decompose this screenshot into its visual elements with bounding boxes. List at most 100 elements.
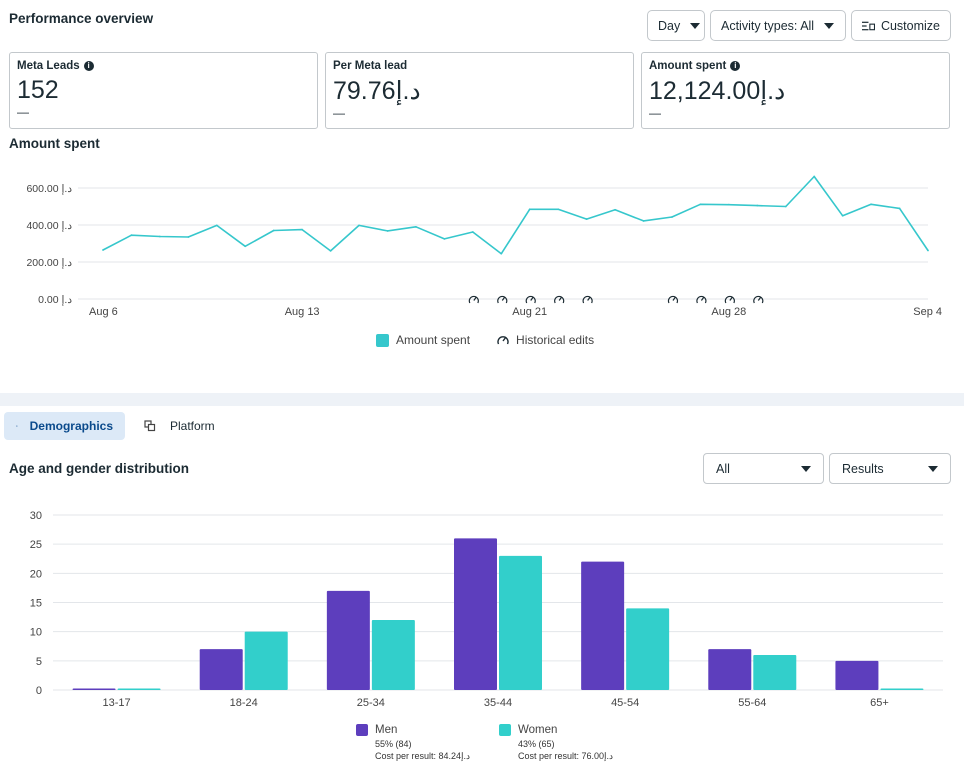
- legend-women-share: 43% (65): [518, 739, 555, 749]
- age-gender-title: Age and gender distribution: [9, 461, 190, 476]
- historical-edit-icon-needle: [473, 296, 477, 301]
- historical-edit-icon-arc: [667, 295, 679, 304]
- day-dropdown[interactable]: Day: [647, 10, 705, 41]
- platform-icon: [144, 420, 156, 432]
- bar-women: [117, 688, 161, 690]
- historical-edit-icon-arc: [753, 295, 764, 304]
- historical-edit-icon-needle: [558, 296, 563, 301]
- metric-label: Amount spent: [649, 60, 727, 72]
- gender-filter-value: All: [716, 461, 730, 476]
- y-tick-label: 15: [30, 598, 42, 610]
- data-point: [756, 204, 759, 207]
- bar-women: [626, 608, 670, 690]
- data-point: [415, 225, 417, 228]
- people-icon: [16, 425, 18, 427]
- line-chart-legend: Amount spent Historical edits: [376, 333, 594, 347]
- data-point: [699, 203, 702, 206]
- chevron-down-icon: [690, 22, 701, 29]
- bar-men: [326, 590, 370, 690]
- y-tick-label: 20: [30, 568, 42, 580]
- metric-comparison: —: [649, 106, 661, 120]
- data-point: [358, 224, 360, 227]
- historical-edit-icon: [525, 295, 536, 304]
- historical-edit-icon: [724, 295, 735, 304]
- bar-men: [581, 561, 625, 690]
- amount-spent-series-line: [102, 175, 929, 255]
- info-icon[interactable]: i: [730, 61, 741, 71]
- historical-edit-icon-arc: [724, 295, 735, 304]
- metric-dropdown[interactable]: Results: [829, 453, 951, 484]
- historical-edits-icon: [497, 336, 509, 345]
- y-tick-label: 0.00 د.إ: [38, 294, 72, 306]
- page-title: Performance overview: [9, 11, 154, 26]
- tab-demographics-label: Demographics: [29, 419, 113, 433]
- historical-edit-icon: [696, 295, 707, 304]
- metric-dropdown-value: Results: [842, 461, 884, 476]
- y-tick-label: 200.00 د.إ: [26, 257, 72, 269]
- bar-women: [499, 555, 542, 690]
- data-point: [386, 230, 389, 232]
- age-gender-bar-chart: 0 5 10 15 20 25 30 13-17 18-24 25-34 35-44 45-54 55-…: [30, 510, 943, 709]
- bar-men: [72, 688, 116, 690]
- y-tick-label: 5: [36, 656, 42, 668]
- customize-columns-icon: [862, 21, 875, 30]
- historical-edit-icon-needle: [672, 296, 676, 301]
- metric-card-per-meta-lead: Per Meta lead 79.76د.إ —: [325, 52, 634, 129]
- data-point: [585, 218, 588, 220]
- metric-comparison: —: [333, 106, 345, 120]
- historical-edit-icon: [468, 295, 479, 304]
- gender-filter-dropdown[interactable]: All: [703, 453, 824, 484]
- historical-edit-icon-needle: [757, 296, 762, 301]
- historical-edit-icon-needle: [501, 296, 506, 301]
- chevron-down-icon: [824, 22, 835, 29]
- historical-edit-icon: [667, 295, 679, 304]
- historical-edit-icon: [554, 295, 565, 304]
- historical-edit-icon: [753, 295, 764, 304]
- data-point: [187, 236, 190, 238]
- x-tick-label: Aug 28: [711, 306, 746, 318]
- data-point: [898, 207, 901, 210]
- y-tick-label: 400.00 د.إ: [26, 220, 72, 232]
- legend-amount-spent: Amount spent: [396, 333, 471, 347]
- chevron-down-icon: [928, 465, 938, 472]
- data-point: [813, 175, 816, 178]
- historical-edit-icon: [582, 295, 593, 304]
- historical-edit-icon-arc: [554, 295, 565, 304]
- info-icon[interactable]: i: [83, 61, 94, 71]
- data-point: [471, 231, 474, 233]
- x-tick-label: Sep 4: [913, 306, 942, 318]
- bar-men: [708, 649, 752, 690]
- metric-label: Per Meta lead: [333, 60, 408, 72]
- chevron-down-icon: [801, 465, 811, 472]
- metric-card-meta-leads: Meta Leads i 152 —: [9, 52, 318, 129]
- legend-men-name: Men: [375, 724, 398, 736]
- y-tick-label: 0: [36, 685, 42, 697]
- y-tick-label: 10: [30, 627, 42, 639]
- x-tick-label: Aug 6: [89, 306, 118, 318]
- data-point: [528, 208, 531, 211]
- data-point: [102, 249, 104, 251]
- data-point: [614, 208, 616, 211]
- data-point: [272, 229, 275, 232]
- bar-women: [371, 620, 415, 690]
- bar-women: [880, 688, 924, 690]
- customize-button[interactable]: Customize: [851, 10, 951, 41]
- data-point: [671, 216, 673, 218]
- activity-types-dropdown[interactable]: Activity types: All: [710, 10, 846, 41]
- tab-platform[interactable]: Platform: [132, 412, 227, 440]
- metric-value: 79.76د.إ: [333, 77, 421, 105]
- historical-edit-icon-arc: [525, 295, 536, 304]
- data-point: [870, 203, 873, 206]
- historical-edit-icon-needle: [530, 296, 534, 301]
- data-point: [130, 234, 133, 237]
- historical-edit-icon-needle: [700, 296, 705, 301]
- x-tick-label: 35-44: [484, 697, 512, 709]
- x-tick-label: Aug 21: [512, 306, 547, 318]
- metric-value: 12,124.00د.إ: [649, 77, 786, 105]
- data-point: [727, 203, 730, 206]
- legend-men-cost: Cost per result: 84.24د.إ: [375, 751, 471, 761]
- tab-demographics[interactable]: Demographics: [4, 412, 125, 440]
- data-point: [642, 220, 645, 222]
- historical-edit-icon-arc: [497, 295, 508, 304]
- metric-value: 152: [17, 76, 59, 104]
